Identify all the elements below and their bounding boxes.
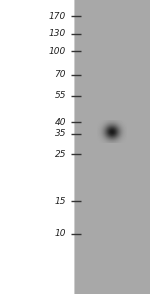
Text: 170: 170 xyxy=(49,12,66,21)
Text: 10: 10 xyxy=(54,229,66,238)
Text: 40: 40 xyxy=(54,118,66,126)
Text: 35: 35 xyxy=(54,129,66,138)
Bar xyxy=(74,0,75,294)
Text: 70: 70 xyxy=(54,71,66,79)
Text: 55: 55 xyxy=(54,91,66,100)
Bar xyxy=(75,0,150,294)
Text: 25: 25 xyxy=(54,150,66,159)
Text: 15: 15 xyxy=(54,197,66,206)
Text: 100: 100 xyxy=(49,47,66,56)
Text: 130: 130 xyxy=(49,29,66,38)
